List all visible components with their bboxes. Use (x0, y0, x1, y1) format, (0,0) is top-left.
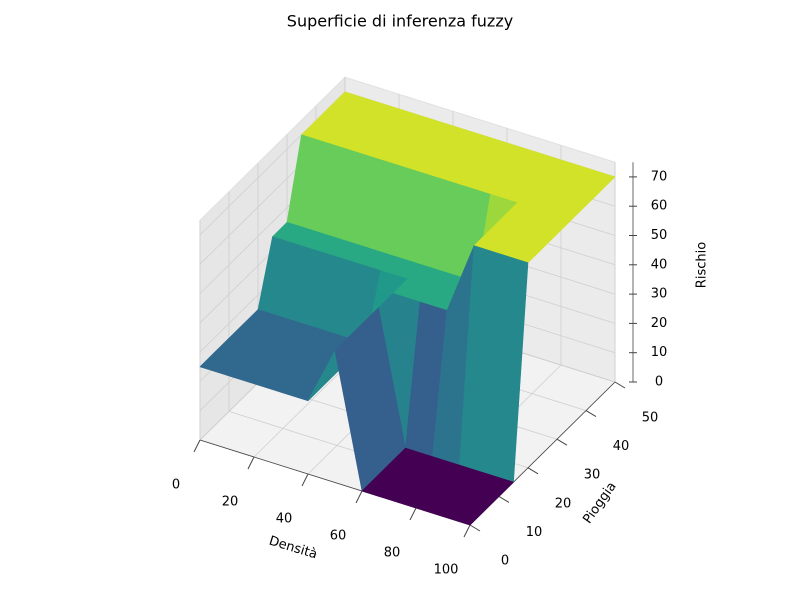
x-tick (355, 490, 363, 504)
y-tick-label: 20 (555, 496, 572, 511)
x-tick-label: 20 (222, 495, 239, 510)
z-tick-label: 50 (651, 228, 668, 243)
z-tick-label: 10 (651, 345, 668, 360)
x-tick (247, 456, 255, 470)
y-axis-label: Pioggia (580, 479, 619, 526)
y-tick-label: 50 (642, 411, 659, 426)
z-tick-label: 30 (651, 287, 668, 302)
x-tick-label: 100 (434, 563, 459, 578)
surface-patch (442, 501, 486, 526)
z-tick-label: 0 (655, 375, 663, 390)
y-tick-label: 10 (526, 525, 543, 540)
x-tick (301, 473, 309, 487)
x-tick-label: 0 (172, 478, 180, 493)
z-axis-label: Rischio (695, 242, 710, 288)
z-tick-label: 60 (651, 199, 668, 214)
y-tick (469, 524, 481, 532)
x-tick-label: 40 (276, 512, 293, 527)
y-tick-label: 0 (501, 554, 509, 569)
x-tick (409, 507, 417, 521)
x-axis-label: Densità (267, 534, 319, 563)
x-tick (463, 524, 471, 538)
y-tick (614, 381, 626, 389)
y-tick (585, 410, 597, 418)
z-tick-label: 20 (651, 316, 668, 331)
chart-title: Superficie di inferenza fuzzy (287, 12, 513, 31)
x-tick-label: 80 (384, 546, 401, 561)
x-tick-label: 60 (330, 529, 347, 544)
z-tick-label: 70 (651, 169, 668, 184)
y-tick (527, 467, 539, 475)
y-tick-label: 40 (613, 439, 630, 454)
y-tick-label: 30 (584, 468, 601, 483)
x-tick (193, 439, 201, 453)
z-tick-label: 40 (651, 257, 668, 272)
y-tick (556, 438, 568, 446)
y-tick (498, 495, 510, 503)
